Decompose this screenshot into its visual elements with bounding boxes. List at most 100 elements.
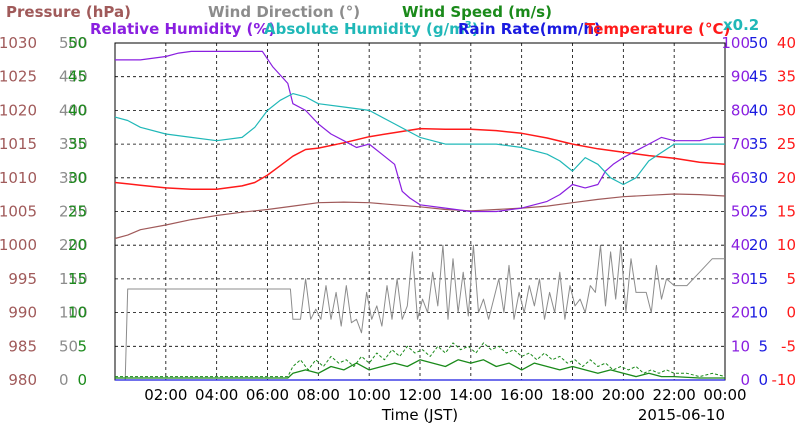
data-series (114, 50, 726, 381)
tick-wind-speed: 45 (68, 68, 87, 86)
x-tick: 06:00 (246, 386, 289, 404)
tick-rain-rate: 0 (758, 371, 768, 389)
x-tick: 12:00 (398, 386, 441, 404)
tick-temperature: 0 (786, 304, 796, 322)
x-tick: 00:00 (703, 386, 746, 404)
tick-wind-speed: 40 (68, 101, 87, 119)
tick-temperature: 10 (777, 236, 796, 254)
legend-absolute-humidity-sup: 3 (465, 20, 472, 31)
series-temperature-c (114, 127, 726, 191)
tick-wind-direction: 200 (59, 236, 88, 254)
tick-temperature: 20 (777, 169, 796, 187)
tick-relative-humidity: 40 (731, 236, 750, 254)
tick-wind-direction: 150 (59, 270, 88, 288)
x-tick: 14:00 (449, 386, 492, 404)
legend-rain-rate: Rain Rate(mm/h) (458, 20, 601, 38)
tick-temperature: -10 (772, 371, 797, 389)
tick-temperature: -5 (781, 337, 796, 355)
tick-wind-direction: 400 (59, 101, 88, 119)
tick-pressure: 995 (8, 270, 37, 288)
tick-temperature: 25 (777, 135, 796, 153)
tick-temperature: 15 (777, 203, 796, 221)
legend-absolute-humidity-text: Absolute Humidity (g/m (264, 20, 465, 38)
tick-relative-humidity: 100 (721, 34, 750, 52)
legend-pressure: Pressure (hPa) (6, 3, 131, 21)
tick-wind-speed: 25 (68, 203, 87, 221)
series-wind-speed-m-s (115, 342, 726, 378)
legend-absolute-humidity: Absolute Humidity (g/m3) (264, 20, 479, 38)
tick-pressure: 1010 (0, 169, 37, 187)
tick-wind-speed: 30 (68, 169, 87, 187)
series-relative-humidity (115, 50, 725, 213)
x-tick: 10:00 (348, 386, 391, 404)
tick-pressure: 1005 (0, 203, 37, 221)
tick-wind-direction: 250 (59, 203, 88, 221)
tick-relative-humidity: 70 (731, 135, 750, 153)
legend-relative-humidity: Relative Humidity (%) (90, 20, 275, 38)
x-tick: 16:00 (500, 386, 543, 404)
tick-pressure: 1000 (0, 236, 37, 254)
tick-wind-direction: 450 (59, 68, 88, 86)
tick-rain-rate: 40 (749, 101, 768, 119)
tick-relative-humidity: 90 (731, 68, 750, 86)
tick-wind-direction: 50 (59, 337, 78, 355)
x-axis-label: Time (JST) (381, 406, 458, 424)
tick-relative-humidity: 60 (731, 169, 750, 187)
tick-rain-rate: 30 (749, 169, 768, 187)
tick-pressure: 1015 (0, 135, 37, 153)
tick-temperature: 35 (777, 68, 796, 86)
tick-rain-rate: 35 (749, 135, 768, 153)
tick-wind-speed: 50 (68, 34, 87, 52)
tick-rain-rate: 20 (749, 236, 768, 254)
tick-temperature: 40 (777, 34, 796, 52)
date-label: 2015-06-10 (638, 406, 725, 424)
tick-temperature: 30 (777, 101, 796, 119)
y-axes: 9809859909951000100510101015102010251030… (0, 34, 796, 389)
tick-relative-humidity: 0 (740, 371, 750, 389)
tick-wind-direction: 500 (59, 34, 88, 52)
tick-wind-speed: 5 (77, 337, 87, 355)
tick-rain-rate: 50 (749, 34, 768, 52)
tick-wind-speed: 20 (68, 236, 87, 254)
tick-wind-speed: 15 (68, 270, 87, 288)
series-wind-speed-avg-m-s (115, 359, 725, 379)
x-tick: 08:00 (297, 386, 340, 404)
tick-relative-humidity: 80 (731, 101, 750, 119)
tick-wind-direction: 0 (59, 371, 69, 389)
tick-pressure: 1025 (0, 68, 37, 86)
legend-wind-direction: Wind Direction (°) (208, 3, 360, 21)
x-tick: 18:00 (551, 386, 594, 404)
tick-rain-rate: 10 (749, 304, 768, 322)
legend-temperature: Temperature (°C) (585, 20, 730, 38)
tick-wind-direction: 350 (59, 135, 88, 153)
tick-pressure: 980 (8, 371, 37, 389)
tick-pressure: 985 (8, 337, 37, 355)
tick-pressure: 990 (8, 304, 37, 322)
tick-wind-speed: 35 (68, 135, 87, 153)
tick-relative-humidity: 20 (731, 304, 750, 322)
grid-lines (115, 42, 725, 380)
tick-relative-humidity: 30 (731, 270, 750, 288)
legend-absolute-humidity-close: ) (472, 20, 479, 38)
tick-wind-speed: 10 (68, 304, 87, 322)
x-tick: 02:00 (144, 386, 187, 404)
tick-temperature: 5 (786, 270, 796, 288)
series-pressure-hpa (114, 193, 726, 240)
tick-rain-rate: 45 (749, 68, 768, 86)
tick-wind-direction: 300 (59, 169, 88, 187)
tick-pressure: 1030 (0, 34, 37, 52)
legend-wind-speed: Wind Speed (m/s) (402, 3, 552, 21)
tick-rain-rate: 15 (749, 270, 768, 288)
tick-relative-humidity: 10 (731, 337, 750, 355)
legend-abs-hum-scale: x0.2 (723, 16, 759, 34)
x-axis: 02:00 04:00 06:00 08:00 10:00 12:00 14:00 16:00… (144, 386, 746, 404)
tick-relative-humidity: 50 (731, 203, 750, 221)
tick-wind-direction: 100 (59, 304, 88, 322)
x-tick: 20:00 (602, 386, 645, 404)
series-absolute-humidity-g-m3 (114, 92, 725, 186)
tick-rain-rate: 5 (758, 337, 768, 355)
series-wind-direction (115, 244, 725, 381)
x-tick: 22:00 (653, 386, 696, 404)
tick-rain-rate: 25 (749, 203, 768, 221)
